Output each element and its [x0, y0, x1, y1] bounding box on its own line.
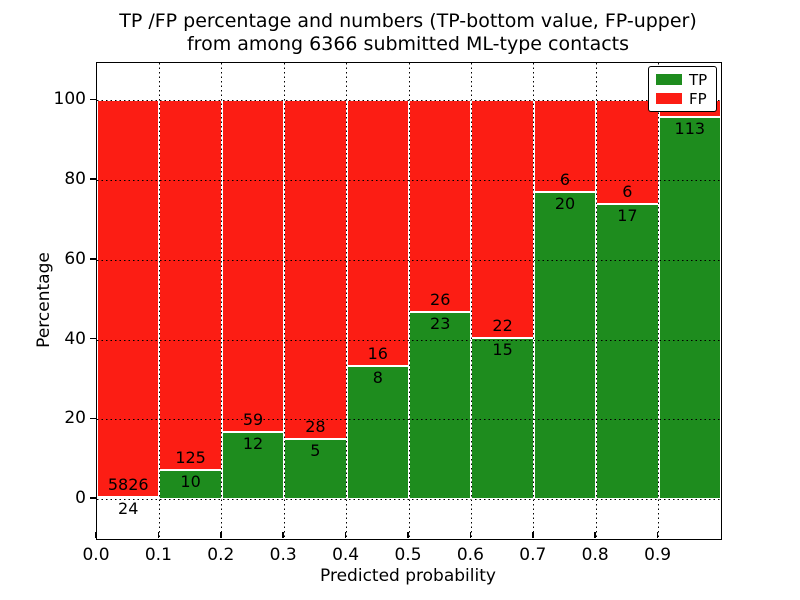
y-tick-mark: [90, 497, 96, 499]
bar-count-label-fp: 5826: [107, 475, 149, 495]
bar-count-label-tp: 24: [118, 499, 139, 519]
bar-segment-tp: [596, 204, 659, 500]
x-axis-tick-label: 0.9: [644, 545, 672, 565]
bar-count-label-tp: 113: [674, 119, 706, 139]
bar-count-label-tp: 12: [242, 433, 264, 453]
x-tick-mark: [157, 532, 160, 538]
x-gridline: [221, 63, 223, 539]
legend-label-fp: FP: [689, 89, 707, 108]
bar-count-label-fp: 28: [305, 416, 326, 436]
legend-row: TP: [656, 72, 709, 88]
legend: TP FP: [648, 66, 717, 112]
legend-label-tp: TP: [689, 70, 708, 89]
bar-count-label-fp: 6: [559, 170, 571, 190]
bar-segment-tp: [97, 497, 160, 500]
x-axis-label: Predicted probability: [320, 566, 496, 586]
x-axis-tick-label: 0.1: [144, 545, 172, 565]
bar-count-label-tp: 17: [617, 206, 638, 226]
bar-segment-tp: [471, 337, 534, 500]
y-axis-tick-label: 80: [64, 169, 86, 190]
x-tick-mark: [407, 532, 409, 538]
bar-count-label-fp: 59: [242, 409, 264, 429]
bar-segment-fp: [471, 100, 534, 338]
x-tick-mark: [656, 532, 659, 538]
chart-title-line1: TP /FP percentage and numbers (TP-bottom…: [119, 10, 697, 32]
bar-count-label-fp: 26: [430, 290, 451, 309]
bar-count-label-tp: 8: [372, 368, 383, 388]
x-gridline: [658, 63, 660, 539]
x-gridline: [533, 63, 535, 539]
x-gridline: [595, 63, 597, 539]
bar-segment-fp: [409, 100, 472, 312]
legend-row: FP: [656, 91, 709, 107]
x-gridline: [346, 63, 348, 539]
legend-swatch-tp: [656, 74, 682, 85]
x-axis-tick-label: 0.8: [581, 545, 609, 565]
y-axis-tick-label: 40: [64, 328, 86, 349]
bar-count-label-tp: 20: [554, 194, 576, 214]
bar-count-label-tp: 5: [310, 440, 321, 460]
x-axis-tick-label: 0.7: [519, 545, 547, 565]
x-tick-mark: [469, 532, 472, 538]
bar-segment-tp: [159, 469, 222, 500]
x-tick-mark: [344, 532, 347, 538]
plot-area: 5826 24 125 10 59 12 28 5 16 8 26 23 22 15 6 20 6 17 113: [96, 62, 722, 540]
bar-count-label-tp: 15: [492, 339, 513, 359]
legend-swatch-fp: [656, 93, 682, 104]
bar-segment-fp: [97, 100, 160, 498]
y-axis-tick-label: 100: [53, 89, 86, 110]
x-gridline: [283, 63, 285, 539]
bar-count-label-fp: 16: [367, 344, 388, 364]
bar-segment-fp: [596, 100, 659, 205]
y-axis-tick-label: 0: [75, 488, 86, 509]
y-tick-mark: [90, 337, 96, 340]
x-axis-tick-label: 0.2: [207, 545, 235, 565]
bar-count-label-fp: 22: [492, 315, 513, 335]
x-axis-tick-label: 0.6: [456, 545, 484, 565]
bar-count-label-tp: 23: [430, 314, 451, 333]
bar-segment-fp: [346, 100, 409, 367]
bar-count-label-tp: 10: [180, 471, 201, 491]
y-tick-mark: [90, 258, 96, 260]
bar-count-label-fp: 6: [622, 182, 633, 202]
bar-segment-tp: [533, 192, 597, 500]
x-tick-mark: [282, 532, 284, 538]
bar-segment-tp: [658, 117, 721, 500]
y-tick-mark: [90, 178, 96, 180]
x-tick-mark: [594, 532, 596, 538]
y-axis-tick-label: 20: [64, 408, 86, 429]
y-tick-mark: [90, 417, 96, 420]
bar-segment-fp: [221, 100, 285, 432]
chart-title: TP /FP percentage and numbers (TP-bottom…: [96, 10, 720, 56]
x-tick-mark: [220, 532, 222, 538]
bar-segment-tp: [409, 312, 472, 500]
x-tick-mark: [95, 532, 97, 538]
x-axis-tick-label: 0.4: [332, 545, 360, 565]
x-axis-tick-label: 0.5: [394, 545, 422, 565]
x-axis-tick-label: 0.0: [82, 545, 110, 565]
x-axis-tick-label: 0.3: [269, 545, 297, 565]
x-gridline: [408, 63, 410, 539]
x-gridline: [470, 63, 472, 539]
bar-segment-tp: [284, 438, 347, 500]
bar-segment-fp: [159, 100, 222, 470]
x-tick-mark: [532, 532, 534, 538]
y-axis-tick-label: 60: [64, 248, 86, 269]
chart-title-line2: from among 6366 submitted ML-type contac…: [186, 33, 630, 55]
bar-segment-tp: [346, 366, 409, 500]
bar-segment-fp: [533, 100, 597, 193]
bar-count-label-fp: 125: [175, 447, 206, 467]
x-gridline: [158, 63, 160, 539]
y-tick-mark: [90, 98, 96, 101]
bar-segment-tp: [221, 431, 285, 500]
bar-segment-fp: [284, 100, 347, 439]
